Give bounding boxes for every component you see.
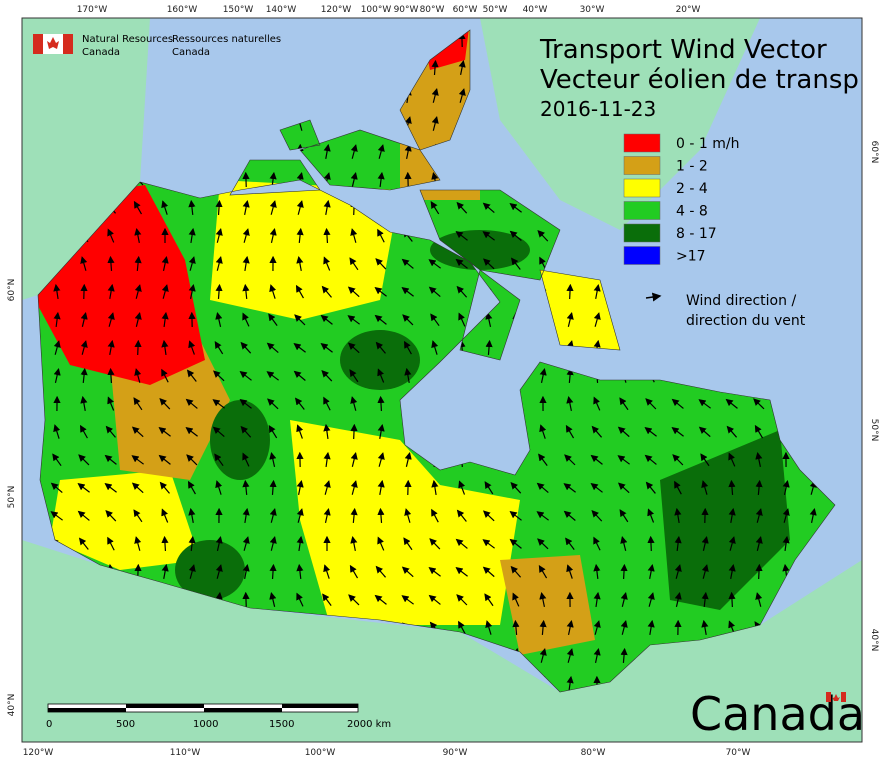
scale-seg [282, 704, 358, 708]
wind-arrow [624, 565, 625, 579]
latitude-label: 40°N [869, 629, 879, 652]
longitude-label: 60°W [453, 5, 478, 15]
flag-bar [841, 692, 846, 702]
flag-bar [826, 692, 831, 702]
longitude-label: 90°W [394, 5, 419, 15]
agency: Canada [82, 47, 120, 58]
longitude-label: 100°W [361, 5, 392, 15]
zone-8-17 [430, 230, 530, 270]
legend-label: 4 - 8 [676, 204, 708, 220]
agency: Natural Resources [82, 34, 173, 45]
legend-swatch [624, 224, 660, 242]
agency: Ressources naturelles [172, 34, 281, 45]
wind-arrow [246, 593, 247, 607]
zone-8-17 [340, 330, 420, 390]
wind-arrow [759, 565, 760, 579]
wordmark: Canada [690, 687, 865, 741]
flag-bar [33, 34, 43, 54]
legend-label: 2 - 4 [676, 181, 708, 197]
legend-swatch [624, 202, 660, 220]
latitude-label: 40°N [7, 694, 17, 717]
scale-seg [126, 704, 204, 708]
legend-swatch [624, 134, 660, 152]
longitude-label: 20°W [676, 5, 701, 15]
latitude-label: 60°N [869, 141, 879, 164]
legend-swatch [624, 179, 660, 197]
legend-label: 1 - 2 [676, 159, 708, 175]
map-body [22, 18, 862, 742]
legend-swatch [624, 157, 660, 175]
wind-arrow [651, 537, 652, 551]
wind-arrow [570, 285, 571, 299]
scale-label: 2000 km [347, 719, 391, 730]
legend-label: 0 - 1 m/h [676, 136, 739, 152]
longitude-label: 50°W [483, 5, 508, 15]
longitude-label: 150°W [223, 5, 254, 15]
longitude-label: 100°W [305, 748, 336, 758]
longitude-label: 70°W [726, 748, 751, 758]
longitude-label: 160°W [167, 5, 198, 15]
scale-label: 0 [46, 719, 52, 730]
wind-arrow [732, 593, 733, 607]
legend-label: 8 - 17 [676, 226, 717, 242]
longitude-label: 110°W [170, 748, 201, 758]
longitude-label: 170°W [77, 5, 108, 15]
legend-swatch [624, 247, 660, 265]
arrow-label: Wind direction / [686, 293, 796, 309]
longitude-label: 40°W [523, 5, 548, 15]
latitude-label: 50°N [869, 419, 879, 442]
longitude-label: 30°W [580, 5, 605, 15]
scale-label: 1000 [193, 719, 218, 730]
title: Transport Wind Vector [539, 35, 827, 65]
longitude-label: 120°W [23, 748, 54, 758]
longitude-label: 90°W [443, 748, 468, 758]
flag-bar [63, 34, 73, 54]
title: Vecteur éolien de transp [540, 65, 859, 95]
longitude-label: 80°W [420, 5, 445, 15]
arrow-label: direction du vent [686, 313, 806, 329]
wind-arrow [381, 397, 382, 411]
wind-arrow [354, 425, 355, 439]
scale-seg [48, 708, 126, 712]
zone-8-17 [210, 400, 270, 480]
longitude-label: 120°W [321, 5, 352, 15]
legend-label: >17 [676, 249, 706, 265]
latitude-label: 60°N [7, 279, 17, 302]
agency: Canada [172, 47, 210, 58]
wind-arrow [138, 341, 139, 355]
latitude-label: 50°N [7, 486, 17, 509]
longitude-label: 80°W [581, 748, 606, 758]
date: 2016-11-23 [540, 97, 656, 121]
scale-seg [204, 708, 282, 712]
longitude-label: 140°W [266, 5, 297, 15]
scale-label: 500 [116, 719, 135, 730]
scale-label: 1500 [269, 719, 294, 730]
